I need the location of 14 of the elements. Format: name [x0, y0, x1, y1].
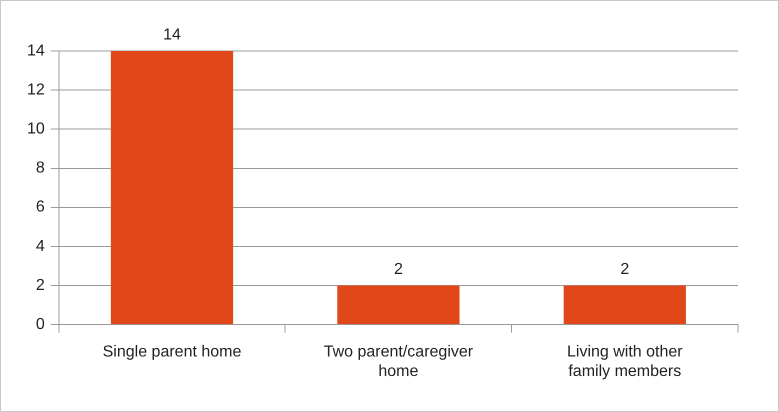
- y-tick-label: 2: [36, 276, 45, 294]
- data-label: 2: [620, 260, 630, 278]
- x-tick-label: Single parent home: [102, 344, 242, 361]
- data-label: 2: [394, 260, 403, 278]
- y-tick-label: 4: [36, 238, 45, 255]
- y-tick-label: 6: [36, 198, 45, 216]
- x-tick-label: Two parent/caregiver home: [324, 344, 474, 380]
- y-tick-label: 12: [27, 81, 45, 98]
- data-label: 14: [163, 26, 181, 44]
- y-tick-label: 10: [27, 120, 45, 138]
- x-tick-label: Living with other family members: [566, 344, 684, 380]
- y-tick-label: 14: [27, 42, 45, 60]
- y-tick-label: 0: [36, 316, 45, 334]
- y-tick-label: 8: [36, 160, 45, 177]
